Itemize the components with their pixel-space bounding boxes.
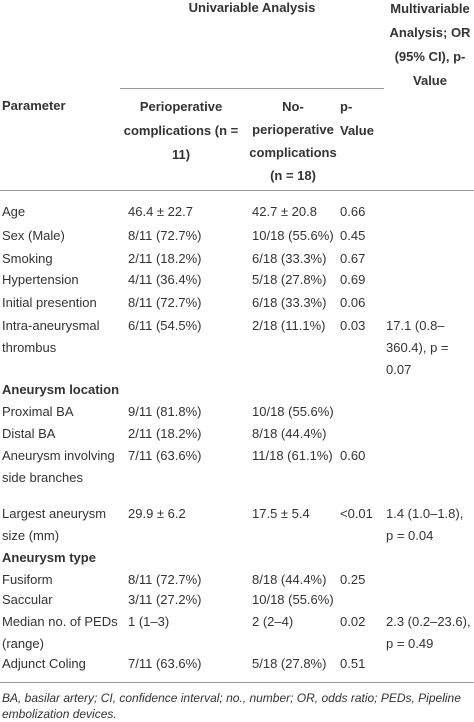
cell-nonperi: 42.7 ± 20.8 (252, 204, 317, 219)
cell-nonperi: 5/18 (27.8%) (252, 272, 327, 287)
cell-peri: 6/11 (54.5%) (128, 318, 202, 333)
cell-parameter: Proximal BA (2, 404, 74, 419)
cell-peri: 8/11 (72.7%) (128, 295, 202, 310)
cell-nonperi: 6/18 (33.3%) (252, 295, 327, 310)
cell-peri: 46.4 ± 22.7 (128, 204, 193, 219)
cell-parameter: Largest aneurysm size (mm) (2, 506, 107, 543)
cell-multi: 17.1 (0.8–360.4), p = 0.07 (386, 318, 449, 377)
cell-p: 0.69 (340, 272, 366, 287)
cell-multi: 1.4 (1.0–1.8), p = 0.04 (386, 506, 464, 543)
cell-peri: 3/11 (27.2%) (128, 592, 202, 607)
cell-nonperi: 8/18 (44.4%) (252, 426, 327, 441)
cell-nonperi: 11/18 (61.1%) (252, 448, 333, 463)
rule (0, 682, 474, 683)
cell-parameter: Median no. of PEDs (range) (2, 614, 118, 651)
cell-parameter: Initial presention (2, 295, 97, 310)
column-header: p-Value (340, 99, 374, 138)
column-header: Parameter (2, 98, 66, 113)
cell-parameter: Sex (Male) (2, 228, 65, 243)
multivariable-header: Multivariable Analysis; OR (95% CI), p-V… (389, 1, 471, 88)
cell-p: 0.02 (340, 614, 366, 629)
group-title: Univariable Analysis (188, 0, 316, 15)
cell-nonperi: 2/18 (11.1%) (252, 318, 326, 333)
cell-nonperi: 10/18 (55.6%) (252, 592, 334, 607)
cell-p: 0.67 (340, 251, 366, 266)
cell-peri: 4/11 (36.4%) (128, 272, 202, 287)
cell-p: 0.06 (340, 295, 366, 310)
cell-p: 0.60 (340, 448, 366, 463)
section-header: Aneurysm location (2, 382, 120, 397)
rule (0, 190, 474, 191)
cell-nonperi: 5/18 (27.8%) (252, 656, 327, 671)
cell-p: 0.45 (340, 228, 366, 243)
cell-p: 0.25 (340, 572, 366, 587)
cell-p: 0.03 (340, 318, 366, 333)
cell-parameter: Fusiform (2, 572, 53, 587)
cell-parameter: Distal BA (2, 426, 56, 441)
cell-parameter: Saccular (2, 592, 53, 607)
cell-p: <0.01 (340, 506, 373, 521)
cell-peri: 1 (1–3) (128, 614, 170, 629)
column-header: No-perioperative complications (n = 18) (249, 99, 337, 183)
cell-parameter: Hypertension (2, 272, 79, 287)
cell-parameter: Smoking (2, 251, 53, 266)
cell-parameter: Adjunct Coling (2, 656, 86, 671)
cell-p: 0.51 (340, 656, 366, 671)
cell-parameter: Age (2, 204, 26, 219)
cell-nonperi: 17.5 ± 5.4 (252, 506, 310, 521)
cell-peri: 9/11 (81.8%) (128, 404, 202, 419)
column-header: Perioperative complications (n = 11) (123, 99, 239, 162)
cell-nonperi: 10/18 (55.6%) (252, 228, 334, 243)
footnote: BA, basilar artery; CI, confidence inter… (2, 691, 461, 721)
cell-parameter: Intra-aneurysmal thrombus (2, 318, 100, 355)
cell-nonperi: 2 (2–4) (252, 614, 294, 629)
cell-peri: 2/11 (18.2%) (128, 426, 202, 441)
rule (120, 88, 384, 89)
cell-peri: 8/11 (72.7%) (128, 572, 202, 587)
cell-peri: 8/11 (72.7%) (128, 228, 202, 243)
cell-peri: 2/11 (18.2%) (128, 251, 202, 266)
section-header: Aneurysm type (2, 550, 96, 565)
cell-multi: 2.3 (0.2–23.6), p = 0.49 (386, 614, 471, 651)
cell-peri: 29.9 ± 6.2 (128, 506, 186, 521)
cell-nonperi: 6/18 (33.3%) (252, 251, 327, 266)
cell-nonperi: 10/18 (55.6%) (252, 404, 334, 419)
cell-p: 0.66 (340, 204, 366, 219)
cell-peri: 7/11 (63.6%) (128, 656, 202, 671)
cell-parameter: Aneurysm involving side branches (2, 448, 115, 485)
cell-peri: 7/11 (63.6%) (128, 448, 202, 463)
cell-nonperi: 8/18 (44.4%) (252, 572, 327, 587)
